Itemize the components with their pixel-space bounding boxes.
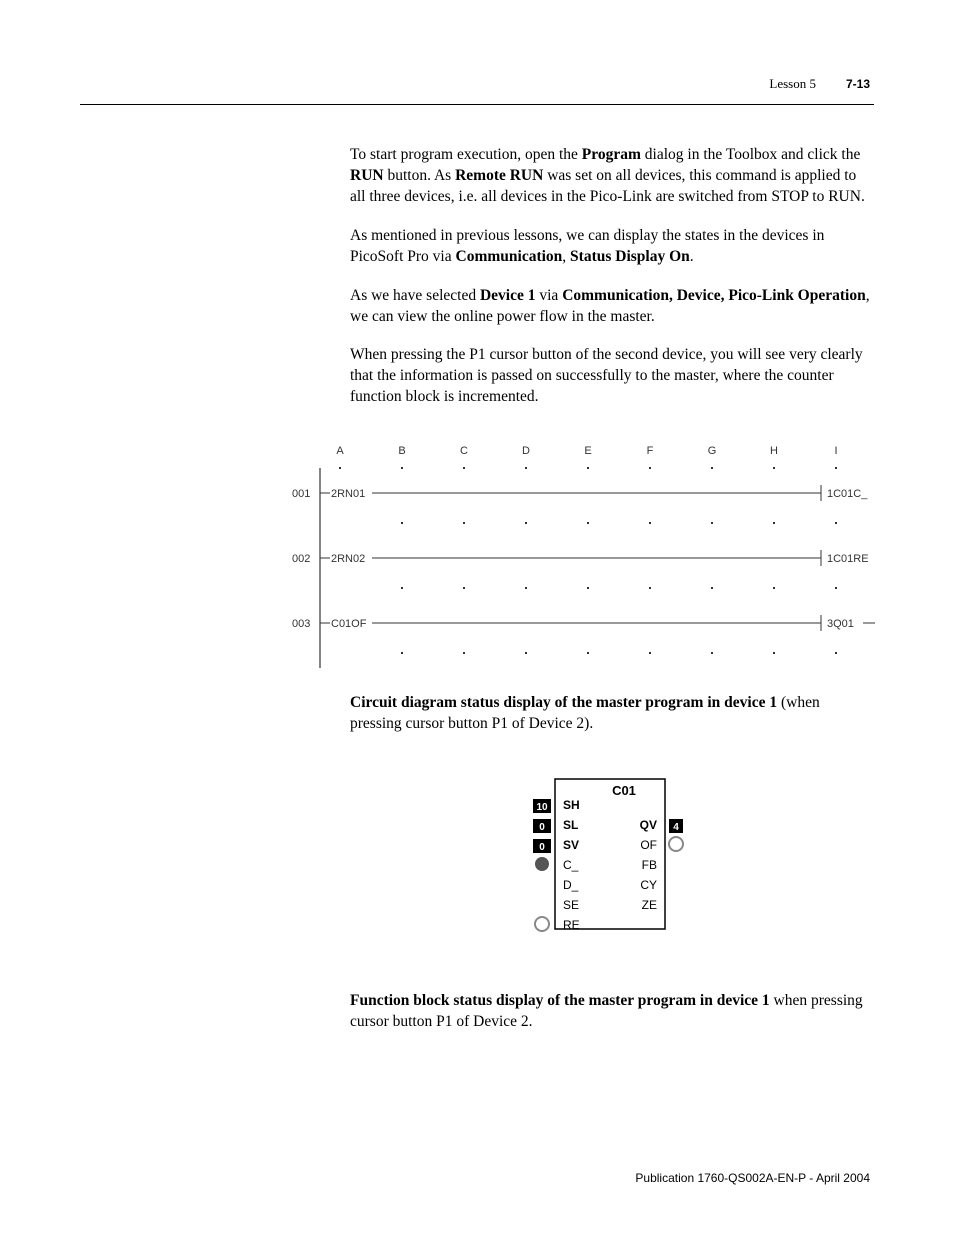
lesson-label: Lesson 5 (769, 76, 816, 92)
page-number: 7-13 (846, 77, 870, 91)
caption-2: Function block status display of the mas… (350, 991, 870, 1033)
svg-text:A: A (336, 445, 344, 457)
svg-text:QV: QV (640, 818, 657, 832)
svg-text:1C01C_: 1C01C_ (827, 488, 868, 500)
svg-text:0: 0 (539, 842, 545, 853)
text-bold: Device 1 (480, 287, 536, 304)
caption-bold: Function block status display of the mas… (350, 992, 770, 1009)
svg-text:SL: SL (563, 818, 578, 832)
text-bold: Program (582, 146, 641, 163)
svg-text:D: D (522, 445, 530, 457)
caption-bold: Circuit diagram status display of the ma… (350, 694, 777, 711)
svg-text:C01: C01 (612, 783, 636, 798)
body-content: To start program execution, open the Pro… (80, 145, 874, 1033)
page-header: Lesson 5 7-13 (80, 76, 874, 104)
function-block-svg: C01 SH SL SV C_ D_ SE RE QV OF FB CY ZE 10 0 0 4 (500, 771, 720, 941)
paragraph-3: As we have selected Device 1 via Communi… (350, 286, 870, 328)
svg-text:SE: SE (563, 898, 579, 912)
svg-text:C_: C_ (563, 858, 579, 872)
svg-text:C: C (460, 445, 468, 457)
svg-text:FB: FB (642, 858, 657, 872)
text: button. As (384, 167, 455, 184)
svg-text:10: 10 (536, 802, 548, 813)
svg-text:002: 002 (292, 553, 310, 565)
paragraph-4: When pressing the P1 cursor button of th… (350, 345, 870, 408)
text-bold: Remote RUN (455, 167, 543, 184)
svg-text:D_: D_ (563, 878, 579, 892)
text-bold: Communication, Device, Pico-Link Operati… (562, 287, 866, 304)
svg-text:2RN02: 2RN02 (331, 553, 365, 565)
svg-text:G: G (708, 445, 717, 457)
svg-text:SH: SH (563, 798, 580, 812)
svg-text:B: B (398, 445, 405, 457)
paragraph-2: As mentioned in previous lessons, we can… (350, 226, 870, 268)
ladder-diagram: A B C D E F G H I 001 2RN01 1C01C_ 002 2RN02 1C01RE 00… (280, 438, 870, 673)
svg-text:CY: CY (640, 878, 657, 892)
svg-text:C01OF: C01OF (331, 618, 367, 630)
paragraph-1: To start program execution, open the Pro… (350, 145, 870, 208)
text-bold: RUN (350, 167, 384, 184)
function-block-wrap: C01 SH SL SV C_ D_ SE RE QV OF FB CY ZE 10 0 0 4 (280, 771, 870, 941)
header-rule (80, 104, 874, 105)
svg-text:SV: SV (563, 838, 579, 852)
svg-text:1C01RE: 1C01RE (827, 553, 869, 565)
footer: Publication 1760-QS002A-EN-P - April 200… (635, 1171, 870, 1185)
svg-text:E: E (584, 445, 591, 457)
svg-text:ZE: ZE (642, 898, 657, 912)
ladder-svg: A B C D E F G H I 001 2RN01 1C01C_ 002 2RN02 1C01RE 00… (280, 438, 880, 673)
svg-text:0: 0 (539, 822, 545, 833)
text: dialog in the Toolbox and click the (641, 146, 860, 163)
svg-text:3Q01: 3Q01 (827, 618, 854, 630)
svg-text:4: 4 (673, 822, 679, 833)
svg-text:H: H (770, 445, 778, 457)
text: , (562, 248, 570, 265)
svg-text:I: I (834, 445, 837, 457)
svg-text:003: 003 (292, 618, 310, 630)
svg-text:OF: OF (640, 838, 657, 852)
text-bold: Communication (456, 248, 563, 265)
caption-1: Circuit diagram status display of the ma… (350, 693, 870, 735)
text-bold: Status Display On (570, 248, 690, 265)
svg-text:2RN01: 2RN01 (331, 488, 365, 500)
svg-text:F: F (647, 445, 654, 457)
text: To start program execution, open the (350, 146, 582, 163)
svg-text:RE: RE (563, 918, 580, 932)
svg-text:001: 001 (292, 488, 310, 500)
text: As we have selected (350, 287, 480, 304)
text: . (690, 248, 694, 265)
text: via (536, 287, 563, 304)
